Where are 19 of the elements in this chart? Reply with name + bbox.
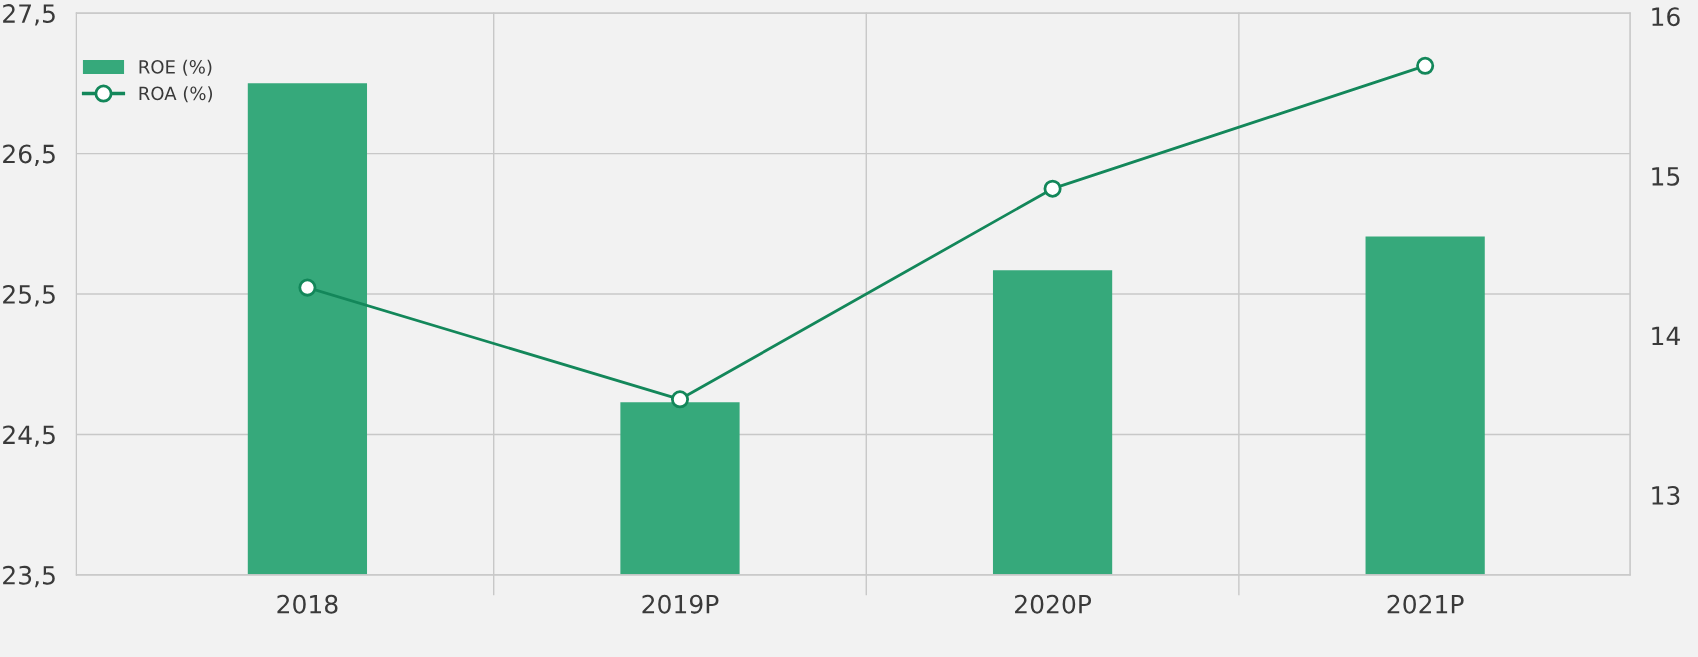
y-tick-label: 27,5 — [3, 4, 55, 26]
y-tick-label: 25,5 — [3, 284, 55, 307]
y2-tick-label: 15 — [1652, 167, 1680, 186]
y-tick-label: 24,5 — [3, 425, 55, 447]
point — [1416, 56, 1435, 75]
x-tick-label: 2021P — [1387, 594, 1464, 614]
y2-tick-label: 16 — [1652, 7, 1680, 27]
x-tick-label: 2020P — [1015, 594, 1092, 614]
y2-tick-label: 13 — [1652, 486, 1680, 505]
point — [298, 278, 317, 297]
legend-label: ROA (%) — [139, 86, 213, 103]
x-tick-label: 2018 — [277, 594, 338, 614]
x-tick-label: 2019P — [642, 594, 719, 614]
legend-label: ROE (%) — [139, 59, 212, 76]
y-tick-label: 23,5 — [3, 565, 55, 588]
point — [670, 390, 690, 409]
point — [1043, 179, 1062, 198]
y-tick-label: 26,5 — [3, 144, 55, 166]
y2-tick-label: 14 — [1652, 326, 1680, 345]
